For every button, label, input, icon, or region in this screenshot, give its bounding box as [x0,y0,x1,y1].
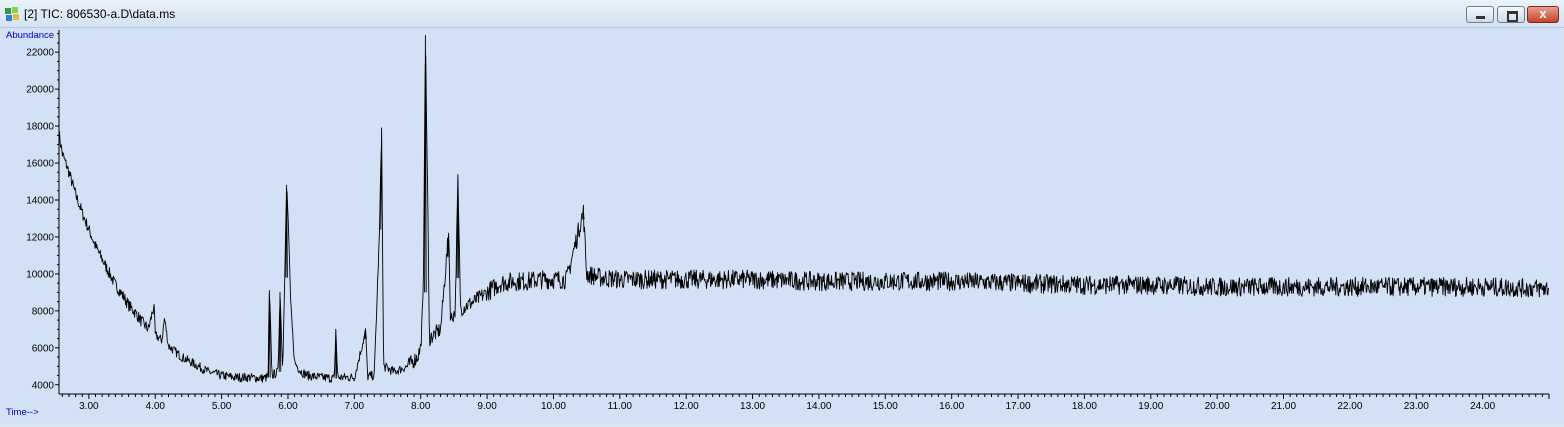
y-tick-label: 12000 [26,232,54,243]
title-bar[interactable]: [2] TIC: 806530-a.D\data.ms x [0,0,1564,28]
x-tick-label: 21.00 [1271,401,1296,412]
x-tick-label: 6.00 [278,401,298,412]
app-icon [5,7,19,21]
tic-trace-layer [58,35,1550,383]
x-tick-label: 23.00 [1404,401,1429,412]
plot-area[interactable]: Abundance Time--> 3.00 4.00 5.00 6.00 7.00 8.… [2,28,1562,422]
maximize-button[interactable] [1497,6,1525,23]
plot-background [2,28,1562,422]
y-tick-label: 4000 [32,380,55,391]
x-tick-label: 15.00 [873,401,898,412]
close-button[interactable]: x [1527,6,1559,23]
close-icon: x [1539,6,1547,21]
chromatogram-chart: Abundance Time--> 3.00 4.00 5.00 6.00 7.00 8.… [2,28,1562,422]
tic-trace-line [58,35,1550,383]
x-tick-label: 4.00 [146,401,166,412]
y-axis-label: Abundance [6,30,54,41]
y-tick-label: 14000 [26,195,54,206]
x-tick-label: 5.00 [212,401,232,412]
x-tick-label: 3.00 [79,401,99,412]
minimize-button[interactable] [1466,6,1494,23]
y-tick-label: 18000 [26,122,54,133]
x-tick-label: 19.00 [1138,401,1163,412]
y-tick-label: 22000 [26,48,54,59]
x-tick-label: 17.00 [1006,401,1031,412]
x-tick-label: 11.00 [608,401,633,412]
y-tick-label: 6000 [32,343,55,354]
y-tick-label: 8000 [32,306,55,317]
x-tick-label: 7.00 [345,401,365,412]
x-tick-label: 14.00 [806,401,831,412]
x-axis-label: Time--> [6,407,39,418]
x-tick-label: 12.00 [674,401,699,412]
x-tick-label: 9.00 [477,401,497,412]
x-tick-label: 10.00 [541,401,566,412]
axes: 3.00 4.00 5.00 6.00 7.00 8.00 9.00 10.00 11.00 12… [26,30,1550,412]
x-tick-label: 20.00 [1205,401,1230,412]
x-tick-label: 22.00 [1337,401,1362,412]
x-tick-label: 24.00 [1470,401,1495,412]
y-tick-label: 16000 [26,159,54,170]
x-tick-label: 13.00 [740,401,765,412]
x-tick-label: 8.00 [411,401,431,412]
x-tick-label: 18.00 [1072,401,1097,412]
window-title: [2] TIC: 806530-a.D\data.ms [24,7,176,21]
y-tick-label: 10000 [26,269,54,280]
x-tick-label: 16.00 [939,401,964,412]
y-tick-label: 20000 [26,85,54,96]
